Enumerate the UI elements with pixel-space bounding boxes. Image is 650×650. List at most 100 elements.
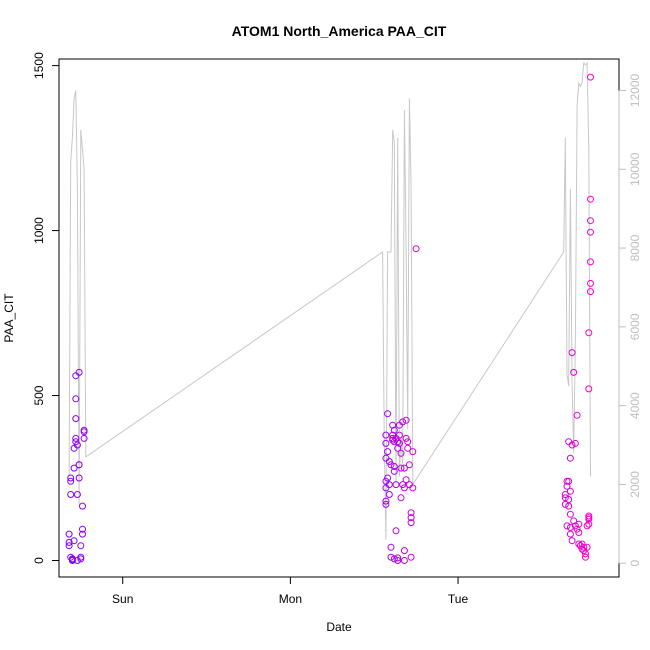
data-point (587, 73, 594, 81)
data-point (394, 438, 402, 446)
data-point (409, 484, 417, 492)
data-point (583, 522, 591, 530)
data-point (397, 494, 405, 502)
data-point (402, 416, 410, 424)
data-point (394, 444, 402, 452)
data-point (382, 500, 390, 508)
data-point (80, 434, 88, 442)
y-tick-label: 500 (32, 385, 46, 405)
y-tick-label: 0 (32, 557, 46, 564)
data-point (587, 288, 594, 296)
data-point (587, 258, 594, 266)
data-point (568, 537, 576, 545)
y-axis-label: PAA_CIT (2, 293, 16, 343)
plot-frame (58, 58, 620, 578)
data-point (75, 474, 83, 482)
data-point (566, 454, 574, 462)
data-point (587, 228, 594, 236)
y2-tick-label: 12000 (628, 74, 642, 108)
data-point (390, 463, 398, 470)
data-point (582, 550, 589, 558)
data-point (73, 441, 81, 449)
data-point (587, 217, 594, 225)
data-point (561, 494, 569, 502)
data-point (570, 517, 578, 525)
data-point (394, 557, 402, 564)
data-point (575, 540, 583, 548)
data-point (400, 557, 408, 564)
data-point (70, 537, 78, 545)
data-point (382, 431, 390, 439)
data-point (587, 279, 594, 287)
y2-tick-label: 10000 (628, 152, 642, 186)
data-point (578, 545, 586, 553)
data-point (65, 538, 73, 546)
data-point (407, 553, 415, 561)
data-point (566, 524, 574, 531)
data-point (392, 527, 400, 535)
data-point (573, 525, 581, 533)
data-point (570, 368, 578, 376)
data-point (77, 555, 85, 563)
data-point (405, 481, 413, 489)
data-point (409, 448, 417, 456)
data-point (402, 434, 410, 442)
data-point (79, 530, 86, 538)
data-point (387, 461, 395, 469)
data-point (384, 474, 392, 482)
data-point (565, 438, 573, 446)
series-line (68, 61, 591, 540)
data-point (563, 482, 571, 490)
data-point (395, 439, 403, 447)
y-tick-label: 1000 (32, 217, 46, 244)
data-point (382, 439, 390, 447)
data-point (72, 372, 80, 380)
y2-tick-label: 6000 (628, 313, 642, 340)
x-tick-label: Sun (112, 592, 133, 606)
data-point (79, 525, 86, 533)
data-point (404, 438, 412, 446)
y2-tick-label: 8000 (628, 234, 642, 261)
data-point (407, 509, 415, 517)
data-point (70, 464, 78, 472)
data-point (571, 439, 579, 447)
x-axis: Sun Mon Tue (112, 576, 468, 606)
data-point (582, 553, 589, 561)
data-point (400, 484, 408, 492)
data-point (404, 444, 412, 452)
data-point (399, 481, 407, 489)
data-point (67, 491, 75, 498)
data-point (563, 522, 571, 530)
data-point (72, 395, 80, 403)
data-point (585, 520, 593, 528)
data-point (395, 431, 403, 439)
data-point (587, 195, 594, 203)
data-point (565, 502, 573, 510)
data-point (67, 474, 75, 482)
data-point (394, 554, 402, 562)
data-point (578, 540, 586, 548)
data-point (65, 542, 73, 550)
y2-axis: 0 2000 4000 6000 8000 10000 12000 (618, 74, 642, 567)
data-point (575, 520, 583, 528)
data-point (72, 415, 80, 423)
data-point (75, 368, 83, 376)
data-point (580, 543, 588, 551)
data-point (75, 461, 83, 469)
data-point (79, 502, 86, 510)
scatter-points (65, 73, 594, 564)
data-point (73, 491, 81, 498)
data-point (77, 542, 85, 550)
data-point (80, 426, 88, 434)
data-point (382, 497, 390, 505)
data-point (385, 491, 393, 498)
data-point (68, 556, 76, 563)
data-point (565, 477, 573, 485)
data-point (384, 448, 392, 456)
data-point (390, 467, 398, 475)
data-point (392, 481, 400, 489)
data-point (566, 530, 574, 538)
data-point (571, 522, 579, 530)
data-point (412, 245, 420, 253)
